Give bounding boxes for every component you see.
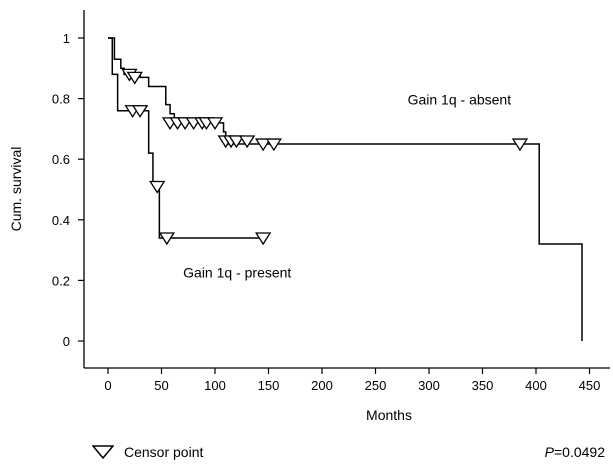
y-tick-label: 0.4 <box>52 213 70 228</box>
x-tick-label: 0 <box>104 378 111 393</box>
x-tick-label: 450 <box>579 378 601 393</box>
p-value-prefix: P <box>544 444 554 460</box>
y-tick-label: 0.6 <box>52 152 70 167</box>
y-tick-label: 0.8 <box>52 92 70 107</box>
censor-point <box>254 232 272 246</box>
censor-point <box>158 232 176 246</box>
censor-point <box>511 138 529 152</box>
y-axis-title: Cum. survival <box>8 147 24 232</box>
annotation-gain-present: Gain 1q - present <box>183 264 291 280</box>
curve-gain-present <box>108 37 266 239</box>
censor-point <box>131 105 149 118</box>
legend-label: Censor point <box>124 444 204 460</box>
censor-point <box>254 138 272 152</box>
p-value: P=0.0492 <box>545 444 605 460</box>
censor-point <box>228 135 245 149</box>
censor-markers <box>121 68 529 246</box>
curve-gain-absent <box>108 37 583 341</box>
censor-point <box>126 71 143 85</box>
censor-point <box>206 117 224 131</box>
annotation-gain-absent: Gain 1q - absent <box>408 92 512 108</box>
censor-point <box>149 180 166 194</box>
axis-labels: 0 50 100 150 200 250 300 350 400 450 0 0.2 0.4 0.6 0.8… <box>52 31 600 393</box>
x-tick-label: 150 <box>258 378 280 393</box>
x-tick-label: 100 <box>204 378 226 393</box>
censor-point-icon <box>92 445 114 459</box>
y-tick-label: 1 <box>63 31 70 46</box>
censor-point <box>238 135 256 149</box>
survival-curves <box>108 37 583 341</box>
legend: Censor point <box>92 444 203 460</box>
y-tick-label: 0 <box>63 334 70 349</box>
x-tick-label: 250 <box>365 378 387 393</box>
axes <box>78 10 610 374</box>
x-tick-label: 50 <box>154 378 168 393</box>
x-tick-label: 350 <box>472 378 494 393</box>
x-tick-label: 400 <box>525 378 547 393</box>
x-tick-label: 300 <box>418 378 440 393</box>
km-chart: 0 50 100 150 200 250 300 350 400 450 0 0.2 0.4 0.6 0.8… <box>8 10 610 423</box>
y-tick-label: 0.2 <box>52 273 70 288</box>
x-tick-label: 200 <box>311 378 333 393</box>
censor-point <box>265 138 283 152</box>
p-value-text: =0.0492 <box>554 444 605 460</box>
x-axis-title: Months <box>366 407 412 423</box>
